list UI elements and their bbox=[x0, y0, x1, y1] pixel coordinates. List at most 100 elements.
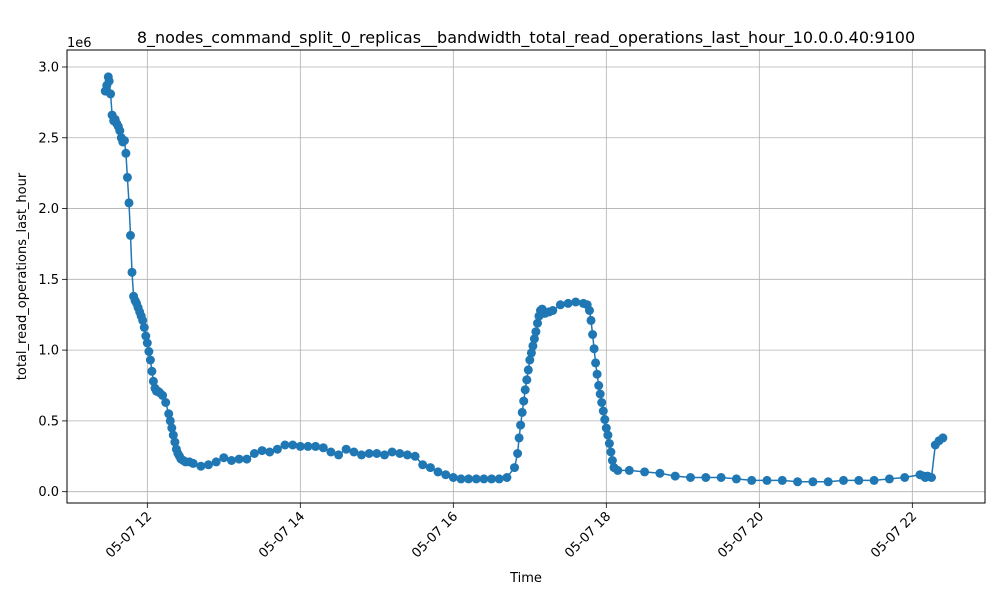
data-point bbox=[494, 474, 504, 484]
data-point bbox=[555, 300, 565, 310]
data-point bbox=[441, 470, 451, 480]
data-point bbox=[341, 444, 351, 454]
data-point bbox=[839, 475, 848, 485]
data-point bbox=[433, 467, 443, 477]
data-point bbox=[607, 456, 617, 465]
data-point bbox=[364, 449, 374, 458]
data-point bbox=[591, 358, 601, 368]
data-point bbox=[519, 396, 529, 406]
data-point bbox=[510, 463, 519, 473]
data-point bbox=[234, 454, 244, 464]
data-point bbox=[158, 390, 168, 400]
data-point bbox=[138, 315, 148, 325]
chart-title: 8_nodes_command_split_0_replicas__bandwi… bbox=[137, 28, 915, 48]
data-point bbox=[526, 348, 536, 358]
data-point bbox=[716, 473, 726, 482]
data-point bbox=[529, 334, 539, 344]
data-point bbox=[563, 298, 573, 308]
data-point bbox=[395, 449, 405, 458]
data-point bbox=[592, 369, 602, 379]
data-point bbox=[603, 430, 613, 440]
data-point bbox=[425, 463, 435, 473]
y-tick-label: 0.5 bbox=[38, 414, 59, 429]
data-point bbox=[589, 344, 599, 354]
data-point bbox=[604, 439, 614, 448]
data-point bbox=[127, 267, 137, 277]
data-point bbox=[303, 441, 313, 451]
data-point bbox=[606, 447, 616, 457]
data-point bbox=[522, 375, 532, 385]
data-point bbox=[139, 323, 149, 332]
data-point bbox=[142, 338, 152, 348]
data-point bbox=[747, 475, 757, 485]
data-point bbox=[326, 447, 336, 457]
data-point bbox=[227, 456, 236, 465]
data-point bbox=[122, 172, 132, 182]
data-point bbox=[487, 474, 497, 484]
data-point bbox=[585, 306, 594, 315]
data-point bbox=[334, 450, 344, 460]
data-point bbox=[145, 355, 155, 365]
data-point bbox=[513, 449, 523, 458]
data-point bbox=[387, 447, 397, 457]
data-point bbox=[410, 451, 420, 461]
y-tick-label: 1.5 bbox=[38, 273, 59, 288]
x-axis-label: Time bbox=[509, 571, 542, 586]
data-point bbox=[479, 474, 489, 484]
data-point bbox=[517, 407, 527, 417]
data-point bbox=[418, 460, 428, 470]
data-point bbox=[196, 461, 206, 471]
data-point bbox=[594, 381, 604, 390]
data-point bbox=[106, 89, 116, 99]
data-point bbox=[731, 474, 741, 484]
data-point bbox=[295, 441, 305, 451]
y-axis-ticks: 0.0 0.5 1.0 1.5 2.0 2.5 3.0 bbox=[38, 60, 67, 500]
data-point bbox=[349, 447, 359, 457]
data-point bbox=[357, 450, 366, 460]
data-point bbox=[121, 148, 131, 158]
y-tick-label: 2.5 bbox=[38, 131, 59, 146]
data-point bbox=[502, 473, 512, 482]
data-point bbox=[516, 420, 526, 430]
data-point bbox=[869, 475, 879, 485]
data-point bbox=[520, 385, 530, 395]
data-point bbox=[167, 423, 177, 433]
data-point bbox=[188, 458, 198, 468]
data-point bbox=[144, 347, 154, 356]
grid-lines bbox=[67, 50, 985, 503]
data-point bbox=[280, 440, 290, 450]
data-point bbox=[380, 450, 389, 460]
data-point bbox=[318, 443, 328, 453]
data-point bbox=[161, 398, 171, 407]
data-point bbox=[762, 475, 772, 485]
y-tick-label: 1.0 bbox=[38, 344, 59, 359]
y-tick-label: 0.0 bbox=[38, 485, 59, 500]
data-point bbox=[601, 423, 611, 433]
y-tick-label: 3.0 bbox=[38, 60, 59, 75]
data-point bbox=[141, 331, 151, 341]
data-point bbox=[204, 460, 213, 470]
data-point bbox=[655, 468, 665, 478]
data-point bbox=[823, 477, 833, 487]
data-point bbox=[448, 473, 458, 482]
data-point bbox=[147, 366, 157, 376]
data-point bbox=[640, 467, 650, 477]
data-point bbox=[164, 409, 174, 419]
data-point bbox=[598, 406, 608, 416]
data-point bbox=[168, 430, 178, 440]
data-point bbox=[900, 473, 910, 482]
data-point bbox=[119, 136, 129, 146]
data-point bbox=[170, 437, 180, 447]
data-point bbox=[311, 441, 321, 451]
data-point bbox=[124, 198, 134, 208]
data-point bbox=[884, 474, 894, 484]
data-point bbox=[115, 126, 125, 136]
data-point bbox=[793, 477, 803, 487]
plot-frame bbox=[66, 49, 986, 504]
data-point bbox=[528, 341, 538, 351]
y-tick-label: 2.0 bbox=[38, 202, 59, 217]
data-point bbox=[686, 473, 695, 482]
data-point bbox=[670, 471, 680, 481]
